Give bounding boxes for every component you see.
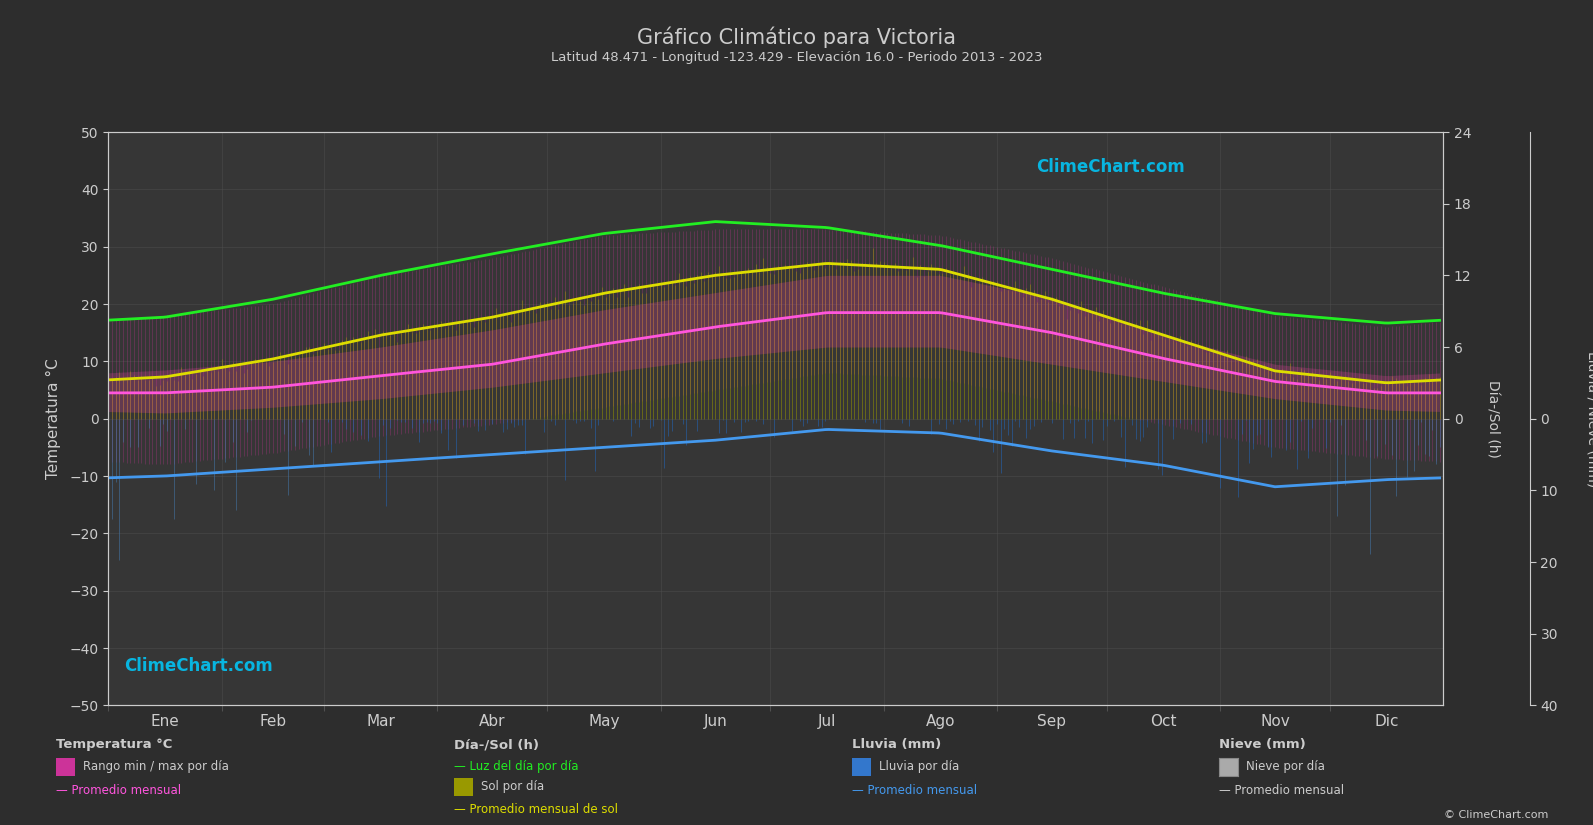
Text: © ClimeChart.com: © ClimeChart.com xyxy=(1443,810,1548,820)
Text: Nieve por día: Nieve por día xyxy=(1246,760,1325,773)
Text: Lluvia (mm): Lluvia (mm) xyxy=(852,738,941,752)
Text: Rango min / max por día: Rango min / max por día xyxy=(83,760,229,773)
Text: Día-/Sol (h): Día-/Sol (h) xyxy=(454,738,538,752)
Text: Lluvia por día: Lluvia por día xyxy=(879,760,959,773)
Text: — Promedio mensual: — Promedio mensual xyxy=(56,784,182,797)
Y-axis label: Día-/Sol (h): Día-/Sol (h) xyxy=(1485,380,1499,458)
Text: — Promedio mensual: — Promedio mensual xyxy=(852,784,978,797)
Text: — Luz del día por día: — Luz del día por día xyxy=(454,760,578,773)
Text: Sol por día: Sol por día xyxy=(481,780,545,793)
Y-axis label: Lluvia / Nieve (mm): Lluvia / Nieve (mm) xyxy=(1585,351,1593,487)
Text: ClimeChart.com: ClimeChart.com xyxy=(124,657,272,675)
Text: — Promedio mensual: — Promedio mensual xyxy=(1219,784,1344,797)
Text: — Promedio mensual de sol: — Promedio mensual de sol xyxy=(454,804,618,817)
Text: ClimeChart.com: ClimeChart.com xyxy=(1035,158,1185,176)
Text: Gráfico Climático para Victoria: Gráfico Climático para Victoria xyxy=(637,26,956,48)
Y-axis label: Temperatura °C: Temperatura °C xyxy=(46,358,61,479)
Text: Temperatura °C: Temperatura °C xyxy=(56,738,172,752)
Text: Nieve (mm): Nieve (mm) xyxy=(1219,738,1305,752)
Text: Latitud 48.471 - Longitud -123.429 - Elevación 16.0 - Periodo 2013 - 2023: Latitud 48.471 - Longitud -123.429 - Ele… xyxy=(551,51,1042,64)
